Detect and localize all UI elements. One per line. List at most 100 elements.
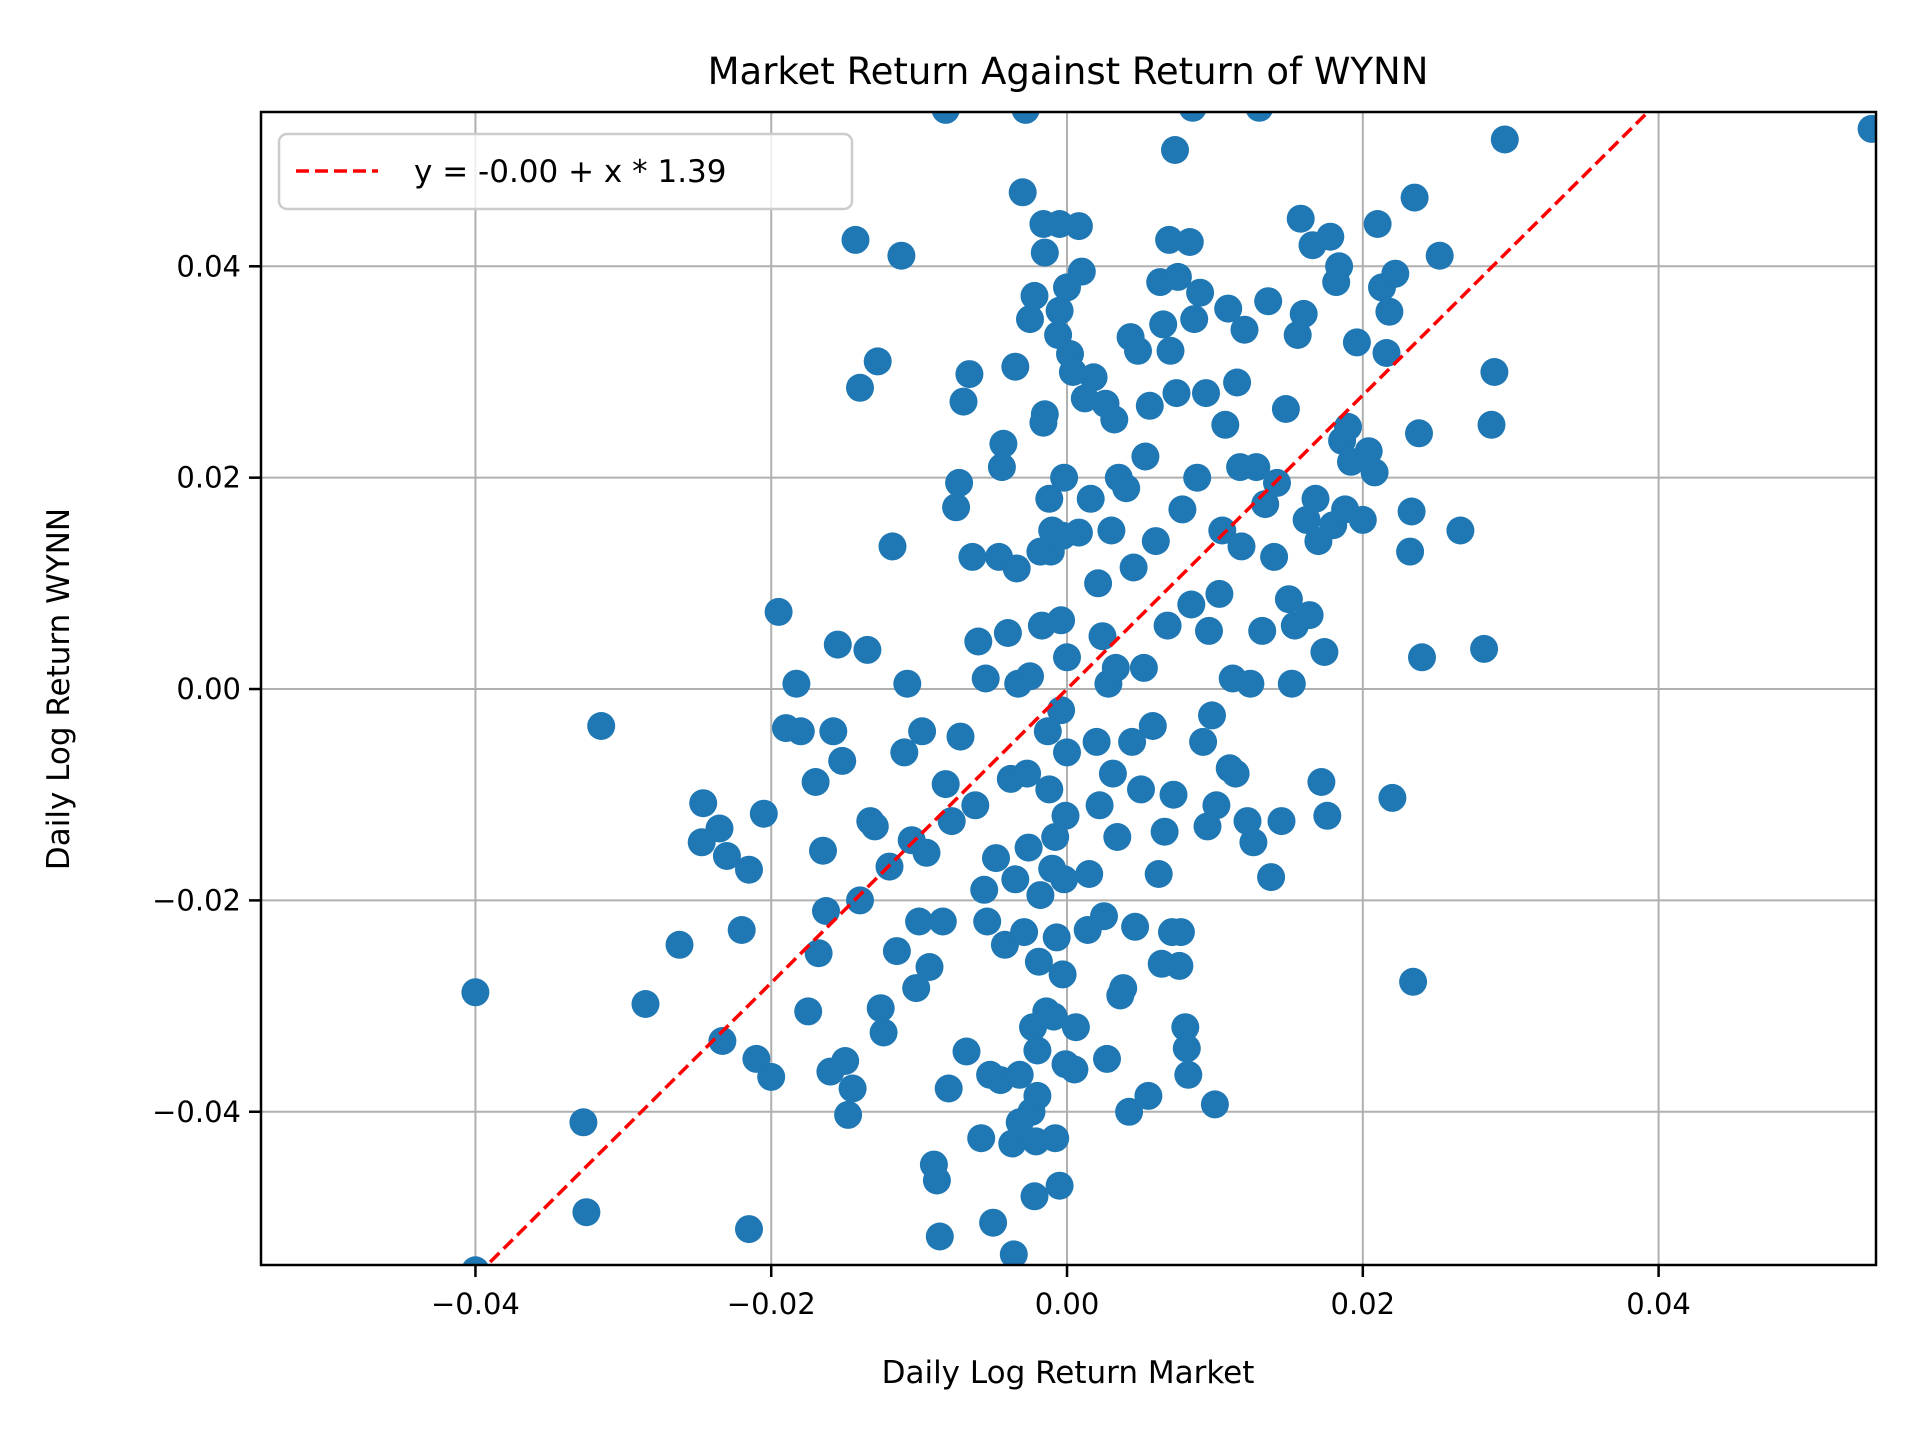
x-tick-label: 0.04 [1626, 1287, 1691, 1321]
data-point [1208, 516, 1237, 545]
data-point [462, 1256, 489, 1265]
data-point [1026, 881, 1055, 910]
data-point [1221, 759, 1250, 788]
data-point [1470, 634, 1499, 663]
data-point [1334, 412, 1362, 441]
data-point [735, 855, 763, 884]
data-point [1093, 1044, 1121, 1073]
legend-box [277, 132, 854, 211]
data-point [1149, 310, 1178, 339]
data-point [1198, 701, 1226, 730]
data-point [1005, 1060, 1034, 1089]
data-point [1381, 259, 1410, 288]
data-point [1257, 863, 1286, 892]
data-point [1079, 363, 1108, 392]
data-point [1316, 222, 1345, 251]
y-tick-label: 0.00 [176, 672, 241, 706]
data-point [1150, 817, 1179, 846]
data-point [1035, 775, 1064, 804]
data-point [1166, 918, 1195, 947]
data-point [971, 664, 1000, 693]
data-point [1064, 212, 1093, 241]
data-point [1408, 643, 1436, 672]
data-point [1175, 228, 1204, 256]
y-axis-ticks: −0.04 −0.02 0.00 0.02 0.04 [152, 249, 261, 1129]
data-point [1135, 391, 1164, 420]
data-point [1399, 967, 1428, 996]
data-point [1134, 1081, 1163, 1110]
data-point [979, 1208, 1008, 1237]
data-point [1024, 947, 1053, 976]
data-point [461, 978, 490, 1007]
data-point [1100, 405, 1129, 434]
data-point [757, 1062, 786, 1091]
data-point [782, 669, 811, 698]
data-point [735, 1215, 763, 1244]
data-point [866, 994, 895, 1023]
data-point [942, 493, 971, 522]
data-point [1041, 823, 1070, 851]
data-point [1023, 1081, 1052, 1110]
data-point [1174, 1060, 1203, 1089]
data-point [1360, 458, 1389, 487]
data-point [1313, 801, 1342, 830]
data-point [887, 241, 916, 270]
data-point [905, 907, 934, 936]
data-point [1084, 569, 1113, 598]
data-point [937, 807, 966, 836]
scatter-points [461, 112, 1876, 1265]
data-point [786, 717, 815, 746]
data-point [841, 225, 870, 254]
data-point [1010, 918, 1039, 947]
data-point [1119, 553, 1148, 582]
data-point [1020, 1182, 1049, 1211]
data-point [1490, 125, 1519, 154]
data-point [1186, 278, 1215, 307]
data-point [1039, 1002, 1068, 1031]
chart-title: Market Return Against Return of WYNN [708, 50, 1429, 93]
data-point [1131, 442, 1160, 471]
data-point [860, 812, 889, 841]
data-point [1090, 902, 1118, 931]
data-point [1214, 294, 1243, 323]
data-point [1202, 791, 1231, 820]
data-point [1112, 474, 1141, 503]
data-point [1245, 112, 1273, 122]
data-point [1254, 287, 1283, 316]
data-point [1192, 379, 1220, 408]
data-point [931, 770, 960, 799]
x-tick-label: 0.02 [1331, 1287, 1396, 1321]
data-point [749, 799, 778, 828]
data-point [1127, 775, 1155, 804]
data-point [989, 429, 1018, 458]
data-point [998, 1129, 1027, 1158]
data-point [1342, 328, 1371, 357]
data-point [1480, 358, 1509, 386]
data-point [1016, 305, 1044, 334]
data-point [631, 990, 660, 1018]
data-point [1267, 807, 1296, 836]
y-tick-label: −0.04 [152, 1095, 241, 1129]
data-point [1041, 1124, 1070, 1153]
data-point [846, 373, 874, 402]
data-point [908, 717, 937, 746]
data-point [1155, 225, 1184, 254]
data-point [1425, 241, 1454, 270]
data-point [831, 1047, 860, 1075]
data-point [1171, 1013, 1200, 1042]
x-axis-label: Daily Log Return Market [882, 1355, 1255, 1391]
data-point [1227, 532, 1256, 561]
data-point [1857, 114, 1876, 143]
data-point [949, 387, 978, 416]
data-point [1016, 662, 1044, 691]
data-point [1211, 410, 1240, 439]
data-point [1138, 712, 1167, 740]
data-point [1076, 484, 1105, 513]
data-point [1045, 1171, 1074, 1200]
data-point [812, 897, 840, 925]
data-point [587, 712, 616, 740]
data-point [934, 1074, 963, 1103]
data-point [1014, 833, 1043, 862]
data-point [572, 1198, 601, 1227]
data-point [1001, 865, 1030, 894]
